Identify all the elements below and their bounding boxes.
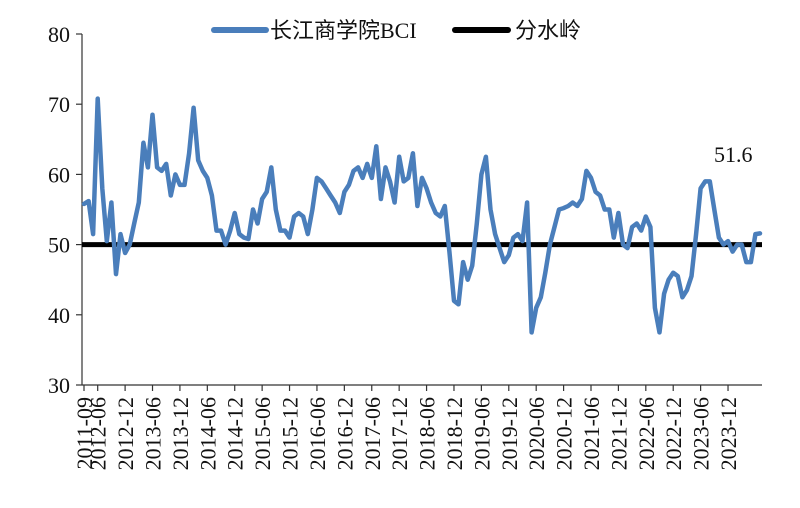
y-tick-label: 40 — [48, 303, 70, 328]
y-tick-label: 70 — [48, 92, 70, 117]
x-tick-label: 2016-12 — [332, 397, 357, 470]
x-tick-label: 2019-12 — [497, 397, 522, 470]
x-tick-label: 2014-06 — [195, 397, 220, 470]
latest-value-annotation: 51.6 — [714, 142, 753, 167]
x-tick-label: 2018-06 — [415, 397, 440, 470]
y-tick-label: 30 — [48, 373, 70, 398]
x-tick-label: 2017-12 — [387, 397, 412, 470]
x-tick-label: 2013-06 — [141, 397, 166, 470]
legend: 长江商学院BCI 分水岭 — [211, 18, 581, 43]
x-tick-label: 2021-06 — [579, 397, 604, 470]
x-tick-label: 2023-12 — [716, 397, 741, 470]
x-tick-label: 2013-12 — [168, 397, 193, 470]
x-tick-label: 2022-06 — [634, 397, 659, 470]
x-tick-label: 2012-12 — [113, 397, 138, 470]
bci-series — [81, 96, 763, 335]
x-tick-label: 2018-12 — [442, 397, 467, 470]
y-tick-label: 50 — [48, 233, 70, 258]
x-tick-label: 2016-06 — [305, 397, 330, 470]
y-tick-label: 60 — [48, 162, 70, 187]
x-tick-label: 2020-06 — [524, 397, 549, 470]
legend-label-threshold: 分水岭 — [515, 18, 581, 43]
x-tick-label: 2019-06 — [469, 397, 494, 470]
y-tick-label: 80 — [48, 22, 70, 47]
x-tick-label: 2014-12 — [223, 397, 248, 470]
x-tick-label: 2022-12 — [661, 397, 686, 470]
x-tick-label: 2011-09 — [72, 397, 97, 470]
x-tick-label: 2015-06 — [250, 397, 275, 470]
x-tick-label: 2017-06 — [360, 397, 385, 470]
y-axis: 30 40 50 60 70 80 — [48, 22, 83, 398]
x-tick-label: 2023-06 — [689, 397, 714, 470]
x-tick-label: 2015-12 — [278, 397, 303, 470]
x-tick-label: 2020-12 — [552, 397, 577, 470]
bci-line — [81, 96, 763, 335]
x-tick-label: 2021-12 — [606, 397, 631, 470]
x-tick-label: 2012-06 — [86, 397, 111, 470]
legend-label-bci: 长江商学院BCI — [270, 18, 417, 43]
